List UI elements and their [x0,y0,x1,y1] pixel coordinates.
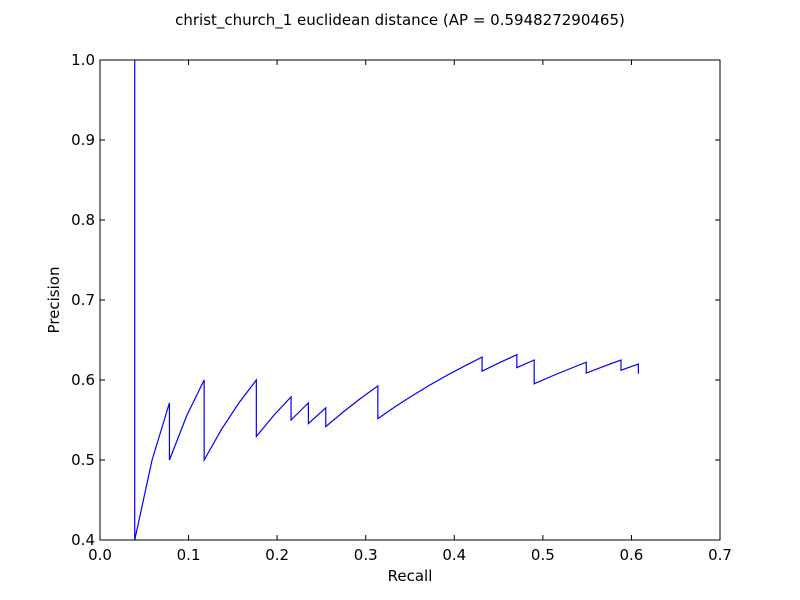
y-axis-ticks: 0.4 0.5 0.6 0.7 0.8 0.9 1.0 [71,51,720,549]
y-tick-label: 1.0 [71,51,95,69]
y-tick-label: 0.5 [71,451,95,469]
x-tick-label: 0.0 [88,546,112,564]
y-tick-label: 0.6 [71,371,95,389]
y-axis-label: Precision [45,267,63,334]
precision-recall-line [134,60,639,541]
x-tick-label: 0.3 [354,546,378,564]
x-tick-label: 0.6 [619,546,643,564]
x-tick-label: 0.1 [177,546,201,564]
y-tick-label: 0.9 [71,131,95,149]
x-tick-label: 0.2 [265,546,289,564]
x-axis-label: Recall [388,567,433,585]
plot-area [134,60,639,541]
x-tick-label: 0.7 [708,546,732,564]
chart-title: christ_church_1 euclidean distance (AP =… [175,11,625,30]
x-tick-label: 0.5 [531,546,555,564]
x-tick-label: 0.4 [442,546,466,564]
x-axis-ticks: 0.0 0.1 0.2 0.3 0.4 0.5 0.6 0.7 [88,60,732,564]
y-tick-label: 0.8 [71,211,95,229]
y-tick-label: 0.7 [71,291,95,309]
y-tick-label: 0.4 [71,531,95,549]
